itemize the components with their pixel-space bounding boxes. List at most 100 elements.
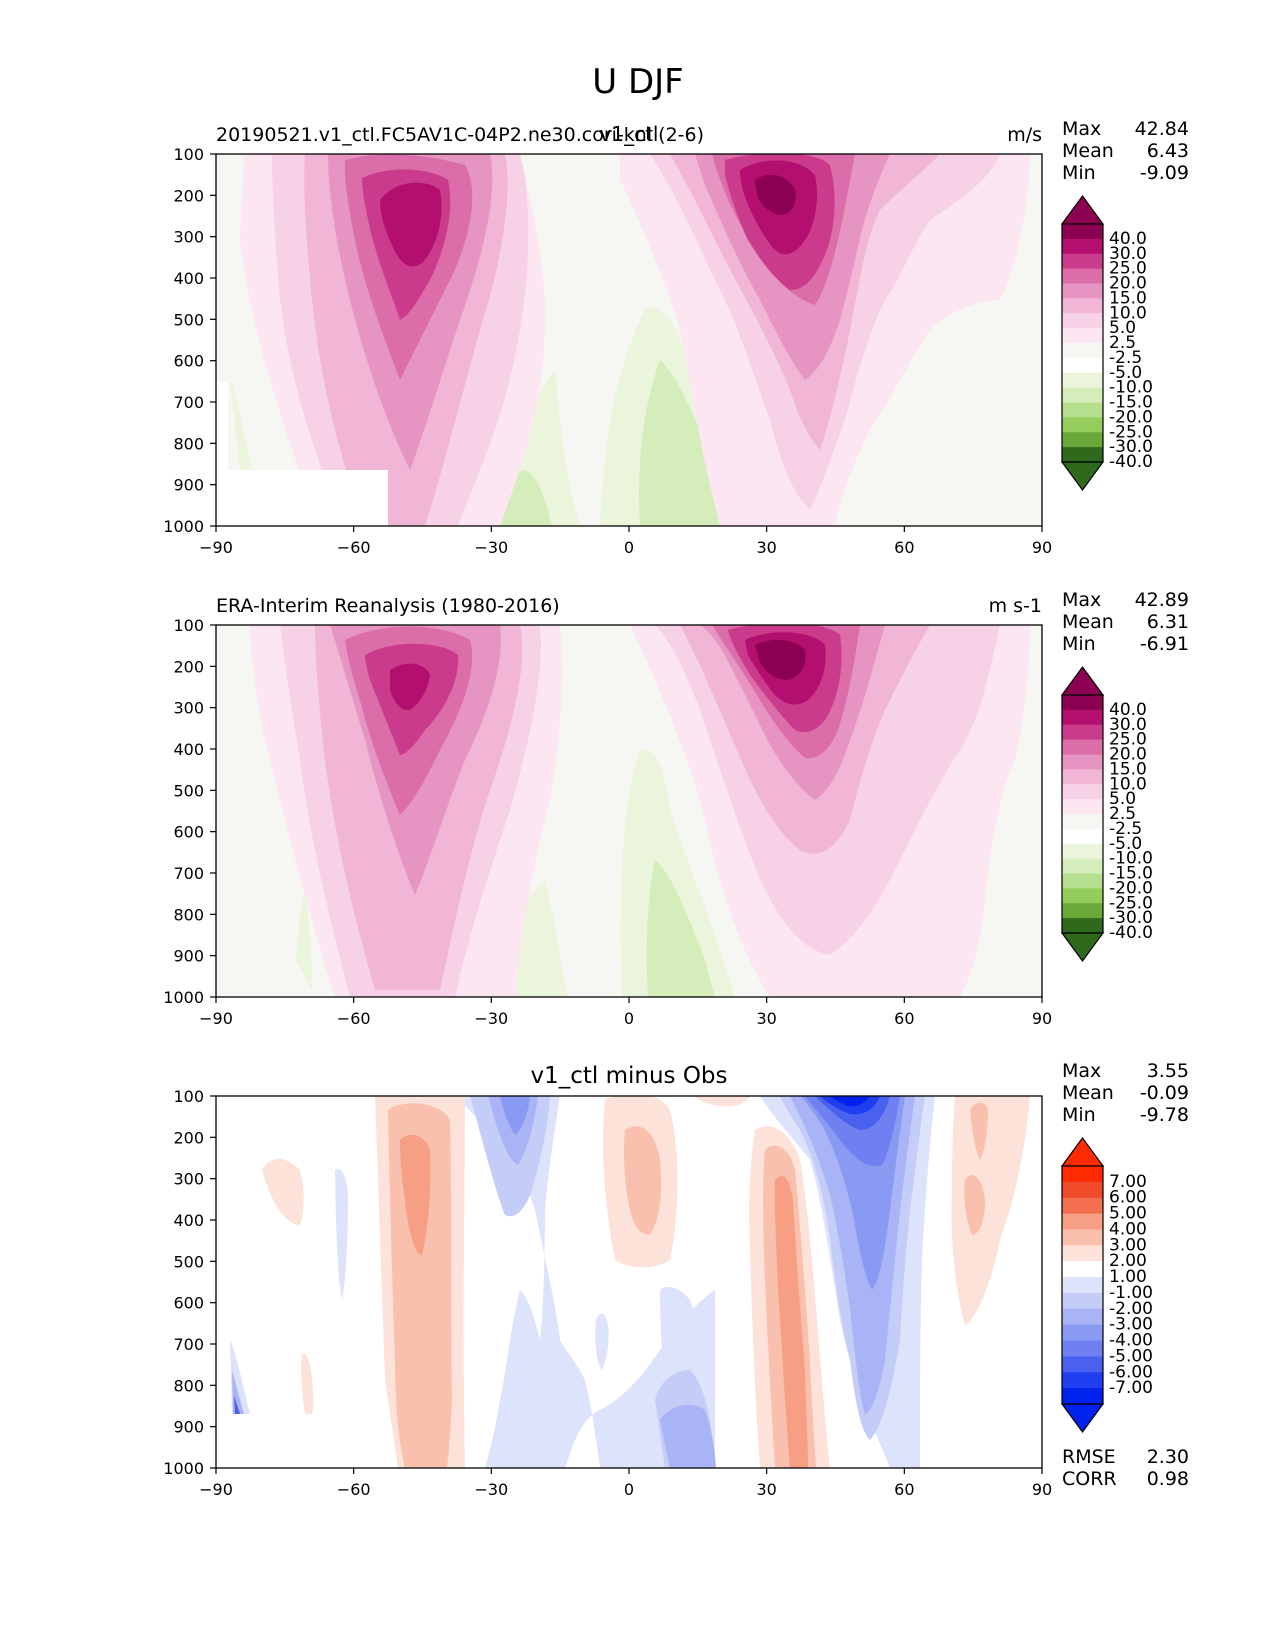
x-tick-label: −90 (199, 538, 233, 557)
panel-title-left-model: 20190521.v1_ctl.FC5AV1C-04P2.ne30.cori-k… (216, 124, 704, 146)
colorbar-extend-bottom (1060, 1403, 1105, 1434)
x-tick-label: 0 (624, 1480, 634, 1499)
y-tick-label: 300 (173, 1170, 204, 1189)
y-tick-label: 600 (173, 1294, 204, 1313)
colorbar-extend-top (1060, 665, 1105, 696)
colorbar-tick-label: -3.00 (1109, 1315, 1153, 1335)
stat-value-min: -9.09 (1140, 162, 1189, 184)
stat-value-max: 42.89 (1135, 589, 1189, 611)
colorbar-tick-label: -10.0 (1109, 849, 1153, 869)
colorbar-tick-label: 15.0 (1109, 288, 1147, 308)
colorbar-tick-label: -5.00 (1109, 1346, 1153, 1366)
stats-obs: Max 42.89 Mean 6.31 Min -6.91 (1062, 589, 1189, 655)
colorbar-tick-label: 20.0 (1109, 745, 1147, 765)
colorbar-swatch (1062, 858, 1103, 874)
colorbar-swatch (1062, 1308, 1103, 1326)
contour-field-obs (216, 625, 1042, 997)
colorbar-swatch (1062, 1181, 1103, 1199)
stat-label-max: Max (1062, 1060, 1101, 1082)
stat-value-corr: 0.98 (1147, 1468, 1189, 1490)
colorbar-tick-label: -2.5 (1109, 819, 1142, 839)
colorbar-swatch (1062, 888, 1103, 904)
colorbar-tick-label: -5.0 (1109, 834, 1142, 854)
colorbar-tick-label: 30.0 (1109, 715, 1147, 735)
panel-title-center-diff: v1_ctl minus Obs (530, 1063, 727, 1089)
colorbar-tick-label: 3.00 (1109, 1235, 1147, 1255)
colorbar-tick-label: -30.0 (1109, 908, 1153, 928)
contour-field-diff (216, 1096, 1042, 1468)
colorbar-swatch (1062, 432, 1103, 448)
colorbar-tick-label: -5.0 (1109, 363, 1142, 383)
colorbar-tick-label: 5.0 (1109, 318, 1136, 338)
colorbar-swatch (1062, 918, 1103, 934)
colorbar-tick-label: 7.00 (1109, 1172, 1147, 1192)
y-tick-label: 700 (173, 864, 204, 883)
colorbar-tick-label: 40.0 (1109, 700, 1147, 720)
stat-value-mean: -0.09 (1140, 1082, 1189, 1104)
colorbar-extend-top (1060, 1136, 1105, 1167)
x-tick-label: 90 (1032, 1009, 1052, 1028)
colorbar-swatch (1062, 873, 1103, 889)
y-tick-label: 500 (173, 781, 204, 800)
colorbar-swatch (1062, 1166, 1103, 1183)
y-tick-label: 600 (173, 823, 204, 842)
x-tick-label: −30 (474, 538, 508, 557)
colorbar-swatch (1062, 843, 1103, 860)
units-label-model: m/s (1007, 124, 1042, 146)
y-tick-label: 800 (173, 905, 204, 924)
stat-label-min: Min (1062, 633, 1096, 655)
x-tick-label: −60 (337, 1480, 371, 1499)
y-tick-label: 300 (173, 228, 204, 247)
stat-value-max: 3.55 (1147, 1060, 1189, 1082)
figure-title: U DJF (592, 62, 683, 102)
colorbar-tick-label: -30.0 (1109, 437, 1153, 457)
x-tick-label: 30 (756, 1009, 776, 1028)
colorbar-tick-label: -40.0 (1109, 452, 1153, 472)
colorbar-tick-label: 10.0 (1109, 774, 1147, 794)
x-axis-model: −90 −60 −30 0 30 60 90 (199, 526, 1052, 557)
stat-label-min: Min (1062, 162, 1096, 184)
colorbar-tick-label: 15.0 (1109, 759, 1147, 779)
colorbar-swatch (1062, 298, 1103, 314)
stat-label-rmse: RMSE (1062, 1446, 1116, 1468)
colorbar-swatch (1062, 724, 1103, 741)
colorbar-tick-label: -20.0 (1109, 407, 1153, 427)
colorbar-tick-label: -6.00 (1109, 1362, 1153, 1382)
colorbar-tick-label: 1.00 (1109, 1267, 1147, 1287)
y-tick-label: 400 (173, 1211, 204, 1230)
colorbar-swatch (1062, 1388, 1103, 1405)
colorbar-swatch (1062, 1340, 1103, 1357)
colorbar-extend-top (1060, 194, 1105, 225)
colorbar-swatch (1062, 1229, 1103, 1246)
colorbar-swatch (1062, 1197, 1103, 1215)
x-tick-label: 60 (894, 1480, 914, 1499)
panel-title-left-obs: ERA-Interim Reanalysis (1980-2016) (216, 595, 560, 617)
colorbar-swatch (1062, 799, 1103, 815)
x-tick-label: −60 (337, 538, 371, 557)
colorbar-tick-label: -4.00 (1109, 1331, 1153, 1351)
colorbar-swatch (1062, 814, 1103, 830)
colorbar-obs: 40.030.025.020.015.010.05.02.5-2.5-5.0-1… (1060, 665, 1153, 963)
colorbar-swatch (1062, 402, 1103, 418)
y-tick-label: 700 (173, 393, 204, 412)
colorbar-tick-label: -25.0 (1109, 893, 1153, 913)
x-tick-label: −30 (474, 1480, 508, 1499)
colorbar-tick-label: -25.0 (1109, 422, 1153, 442)
stat-label-max: Max (1062, 118, 1101, 140)
colorbar-swatch (1062, 828, 1103, 845)
x-tick-label: −90 (199, 1480, 233, 1499)
colorbar-tick-label: -10.0 (1109, 378, 1153, 398)
y-axis-diff: 100 200 300 400 500 600 700 800 900 1000 (163, 1087, 216, 1478)
colorbar-tick-label: 2.5 (1109, 333, 1136, 353)
stat-label-mean: Mean (1062, 140, 1114, 162)
colorbar-swatch (1062, 1213, 1103, 1230)
x-tick-label: 30 (756, 1480, 776, 1499)
colorbar-tick-label: -2.00 (1109, 1299, 1153, 1319)
colorbar-tick-label: 5.00 (1109, 1204, 1147, 1224)
colorbar-tick-label: 30.0 (1109, 244, 1147, 264)
colorbar-swatch (1062, 709, 1103, 726)
contour-field-model (216, 154, 1042, 526)
